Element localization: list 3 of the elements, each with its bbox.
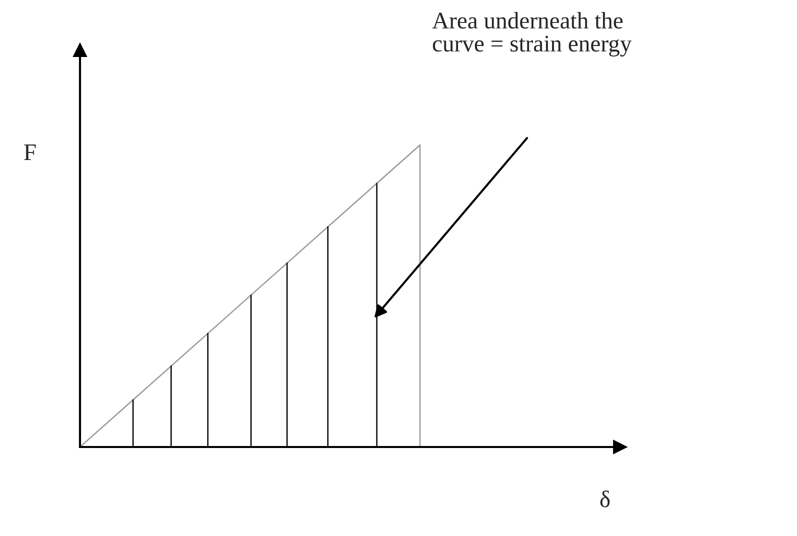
y-axis-title: F [24,144,36,160]
x-axis-title: δ [600,490,610,508]
text: Area underneath the curve = strain energy [432,12,632,57]
